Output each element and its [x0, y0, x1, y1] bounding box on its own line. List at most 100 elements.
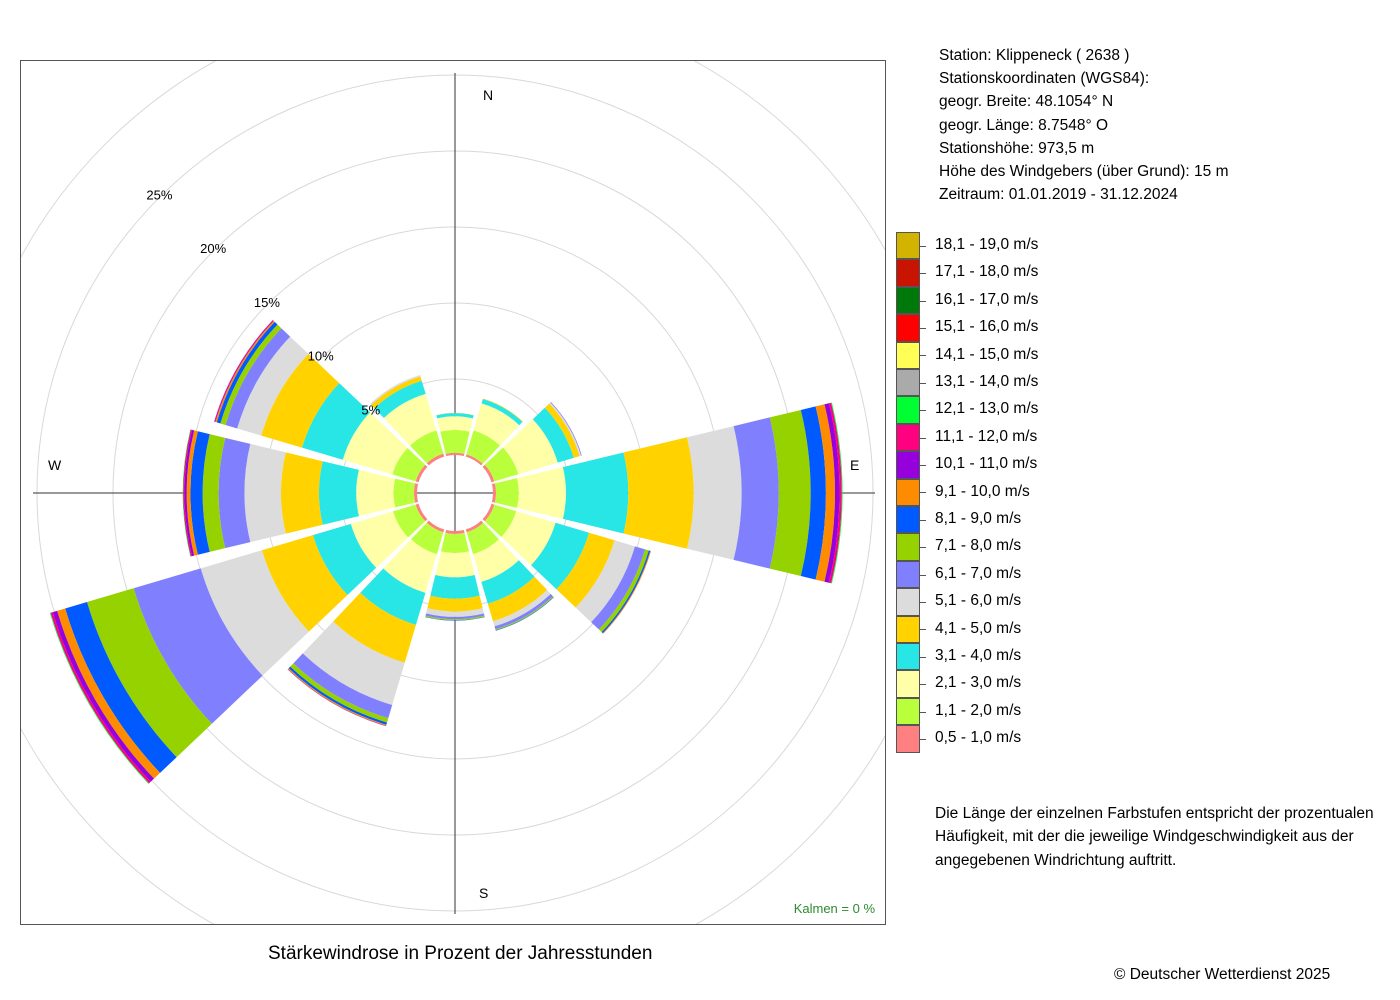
- sector-300-band-3: [301, 383, 371, 460]
- sector-120-band-3: [531, 522, 590, 590]
- sector-210: [287, 520, 445, 727]
- legend-swatch: [896, 396, 920, 424]
- legend-label: 17,1 - 18,0 m/s: [935, 263, 1039, 281]
- sector-210-band-5: [302, 621, 405, 706]
- sector-0: [436, 412, 474, 457]
- sector-300-band-6: [225, 328, 291, 429]
- sector-240-band-8: [65, 602, 177, 773]
- legend-swatch: [896, 478, 920, 506]
- sector-270-band-6: [218, 437, 251, 549]
- sector-120-band-5: [575, 540, 635, 623]
- sector-240: [49, 503, 428, 784]
- sector-90-band-11: [828, 402, 842, 584]
- station-longitude: geogr. Länge: 8.7548° O: [939, 116, 1109, 134]
- legend-tick: [920, 245, 926, 247]
- sector-150: [465, 520, 554, 631]
- legend-swatch: [896, 423, 920, 452]
- sector-180-band-0: [445, 529, 465, 535]
- sector-270-band-2: [356, 469, 396, 517]
- sector-0-band-1: [440, 429, 470, 454]
- legend-tick: [920, 601, 926, 603]
- legend-swatch: [896, 259, 920, 287]
- legend-swatch: [896, 588, 920, 616]
- legend-label: 1,1 - 2,0 m/s: [935, 701, 1022, 719]
- time-period: Zeitraum: 01.01.2019 - 31.12.2024: [939, 186, 1178, 204]
- sector-180-band-8: [425, 616, 485, 621]
- anemometer-height: Höhe des Windgebers (über Grund): 15 m: [939, 162, 1229, 180]
- legend-tick: [920, 273, 926, 275]
- legend-label: 12,1 - 13,0 m/s: [935, 400, 1039, 418]
- legend-swatch: [896, 670, 920, 698]
- ring-label: 25%: [146, 187, 172, 202]
- sector-270-band-3: [318, 461, 359, 525]
- sector-30-band-1: [466, 430, 500, 464]
- sector-60-band-3: [532, 407, 574, 463]
- legend-tick: [920, 684, 926, 686]
- sector-240-band-5: [200, 550, 309, 676]
- sector-270-band-8: [190, 431, 210, 555]
- sector-180-band-6: [425, 613, 485, 620]
- sector-90-band-9: [815, 404, 835, 582]
- sector-150-band-5: [492, 590, 551, 627]
- legend-swatch: [896, 506, 920, 534]
- legend-label: 15,1 - 16,0 m/s: [935, 318, 1039, 336]
- legend-swatch: [896, 341, 920, 369]
- sector-240-band-2: [350, 511, 409, 568]
- sector-150-band-0: [465, 520, 484, 533]
- sector-300-band-4: [261, 353, 340, 448]
- legend-label: 11,1 - 12,0 m/s: [935, 427, 1038, 445]
- legend-tick: [920, 629, 926, 631]
- sector-300: [214, 320, 428, 483]
- sector-180-band-5: [426, 608, 484, 617]
- legend-label: 8,1 - 9,0 m/s: [935, 510, 1022, 527]
- sector-60-band-2: [502, 419, 558, 475]
- sector-0-band-2: [437, 416, 473, 432]
- sector-240-band-0: [415, 503, 428, 522]
- legend-swatch: [896, 697, 920, 726]
- sector-330: [370, 374, 445, 466]
- ring-label: 5%: [361, 402, 380, 417]
- sector-270-band-11: [183, 429, 192, 557]
- sector-90-band-12: [831, 402, 843, 584]
- sector-180-band-3: [430, 575, 480, 599]
- sector-210-band-4: [333, 592, 416, 663]
- sector-210-band-6: [293, 653, 393, 719]
- sector-30-band-3: [481, 398, 523, 426]
- sector-90: [491, 402, 843, 584]
- sector-180-band-7: [425, 615, 485, 621]
- sector-330-band-2: [383, 393, 437, 446]
- sector-180-band-2: [435, 551, 475, 578]
- legend-swatch: [896, 232, 920, 260]
- sector-30: [465, 398, 523, 466]
- chart-title: Stärkewindrose in Prozent der Jahresstun…: [268, 943, 653, 964]
- sector-180-band-4: [427, 595, 483, 612]
- sector-240-band-3: [312, 523, 377, 596]
- sector-90-band-10: [824, 403, 840, 583]
- wind-rose-svg: 5% 10% 15% 20% 25% N E S W: [21, 61, 885, 924]
- legend-label: 2,1 - 3,0 m/s: [935, 674, 1022, 692]
- legend-label: 14,1 - 15,0 m/s: [935, 345, 1039, 363]
- compass-label-N: N: [483, 87, 493, 103]
- ring-label: 20%: [200, 241, 226, 256]
- station-latitude: geogr. Breite: 48.1054° N: [939, 93, 1114, 111]
- legend-tick: [920, 738, 926, 740]
- sector-210-band-7: [290, 663, 389, 723]
- sector-210-band-1: [411, 522, 444, 555]
- sector-90-band-7: [769, 409, 811, 577]
- sector-270: [182, 429, 419, 557]
- sector-60: [482, 401, 582, 483]
- sector-90-band-0: [491, 483, 497, 503]
- sector-270-band-1: [393, 478, 416, 508]
- sector-270-band-0: [413, 483, 419, 503]
- legend-explanation: Die Länge der einzelnen Farbstufen entsp…: [935, 805, 1374, 869]
- sector-330-band-3: [374, 380, 426, 419]
- legend-label: 4,1 - 5,0 m/s: [935, 619, 1022, 637]
- sector-120-band-7: [598, 549, 649, 633]
- sector-330-band-0: [426, 453, 445, 466]
- legend-tick: [920, 464, 926, 466]
- sector-300-band-8: [216, 321, 278, 424]
- sector-210-band-0: [426, 520, 445, 533]
- legend-tick: [920, 519, 926, 521]
- legend-tick: [920, 574, 926, 576]
- sector-0-band-3: [436, 413, 474, 419]
